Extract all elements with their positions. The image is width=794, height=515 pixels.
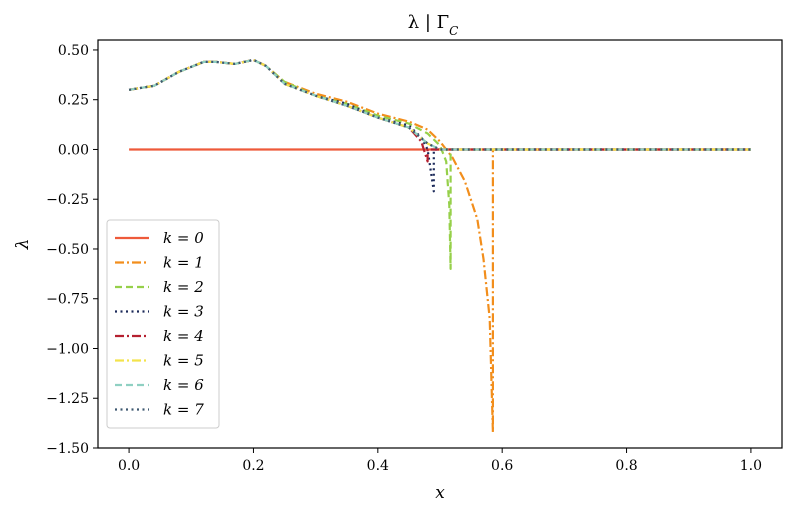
legend-label: k = 3 bbox=[163, 303, 204, 321]
x-tick-label: 0.6 bbox=[491, 458, 513, 474]
legend-label: k = 2 bbox=[163, 278, 204, 296]
plot-frame bbox=[97, 39, 783, 449]
y-axis-label: λ bbox=[13, 239, 33, 251]
y-tick-label: −0.50 bbox=[46, 242, 89, 258]
chart-title: λ | ΓC bbox=[408, 12, 459, 38]
y-tick-label: 0.25 bbox=[58, 93, 89, 109]
series-line-k6 bbox=[128, 58, 751, 151]
legend-box bbox=[106, 219, 220, 429]
x-axis: 0.0 0.2 0.4 0.6 0.8 1.0 bbox=[118, 448, 762, 474]
x-tick-label: 1.0 bbox=[740, 458, 762, 474]
legend-label: k = 5 bbox=[163, 352, 204, 370]
series-line-k7 bbox=[128, 58, 751, 151]
series-line-k4 bbox=[128, 58, 751, 163]
x-tick-label: 0.0 bbox=[118, 458, 140, 474]
x-tick-label: 0.2 bbox=[242, 458, 264, 474]
x-tick-label: 0.8 bbox=[615, 458, 637, 474]
y-tick-label: −1.50 bbox=[46, 441, 89, 457]
series-line-k3 bbox=[128, 58, 751, 193]
series-line-k2 bbox=[128, 58, 751, 270]
x-tick-label: 0.4 bbox=[367, 458, 389, 474]
y-tick-label: 0.00 bbox=[58, 142, 89, 158]
legend-label: k = 4 bbox=[163, 327, 204, 345]
legend-label: k = 0 bbox=[163, 229, 204, 247]
series-line-k1 bbox=[128, 58, 751, 434]
legend-label: k = 1 bbox=[163, 254, 204, 272]
y-tick-label: 0.50 bbox=[58, 43, 89, 59]
legend-label: k = 7 bbox=[163, 401, 204, 419]
y-axis: 0.50 0.25 0.00 −0.25 −0.50 −0.75 −1.00 −1.25 −1.… bbox=[46, 43, 98, 457]
x-axis-label: x bbox=[435, 483, 445, 503]
y-tick-label: −0.25 bbox=[46, 192, 89, 208]
y-tick-label: −1.25 bbox=[46, 391, 89, 407]
y-tick-label: −1.00 bbox=[46, 341, 89, 357]
legend: k = 0 k = 1 k = 2 k = 3 k = 4 k = 5 k = 6 k = 7 bbox=[106, 219, 220, 429]
legend-label: k = 6 bbox=[163, 376, 204, 394]
series-line-k5 bbox=[128, 58, 751, 151]
y-tick-label: −0.75 bbox=[46, 292, 89, 308]
